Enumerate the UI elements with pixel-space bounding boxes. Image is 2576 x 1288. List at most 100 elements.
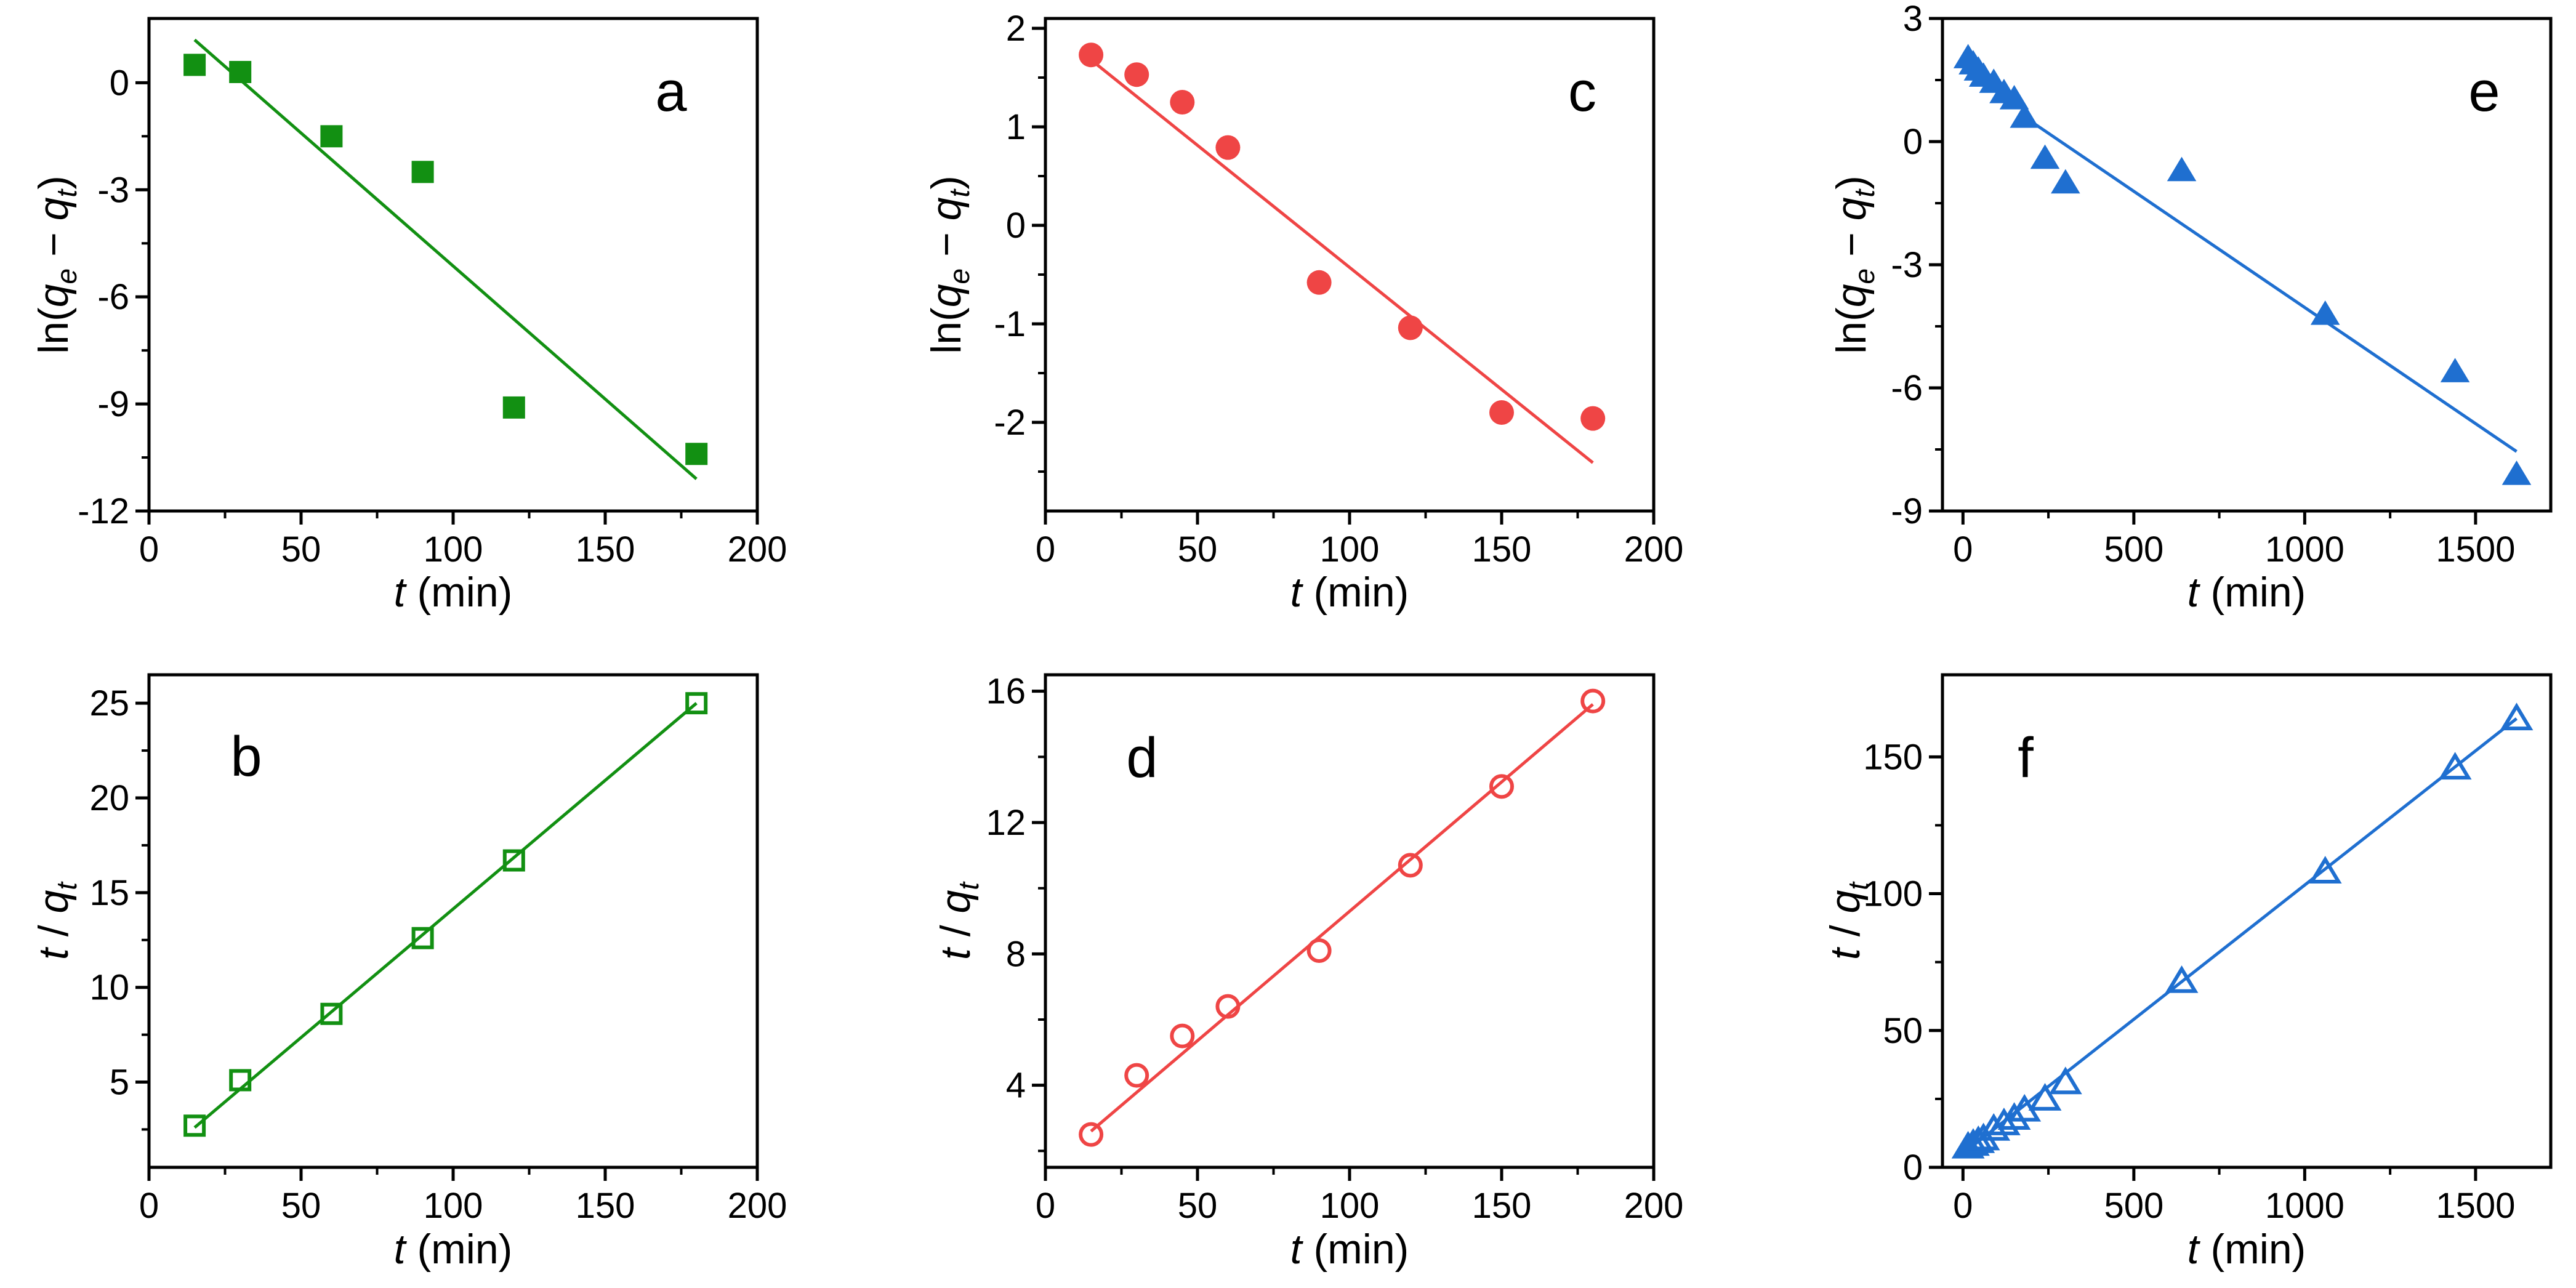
panel-a-xlabel: t (min) [394, 569, 513, 616]
panel-f-point [2165, 965, 2199, 993]
panel-c-point [1580, 406, 1606, 431]
panel-c-ytick-label: 0 [1006, 206, 1026, 246]
panel-b-fit-line [193, 702, 698, 1129]
panel-a-xtick-label: 50 [281, 529, 321, 570]
panel-e-ytick-label: 0 [1903, 122, 1923, 162]
panel-c: 0 50 100 150 200 -2 -1 0 1 2 c t (min) ln(qe − qt… [923, 9, 1683, 616]
panel-a-xtick-label: 200 [728, 529, 787, 570]
panel-d-xtick-label: 200 [1624, 1186, 1684, 1226]
panel-b-point [502, 849, 525, 872]
panel-c-letter: c [1568, 60, 1596, 123]
panel-d-ytick-label: 4 [1006, 1066, 1026, 1106]
panel-f-letter: f [2018, 727, 2034, 789]
panel-c-point [1306, 270, 1332, 295]
panel-a-xtick-label: 0 [139, 529, 159, 570]
panel-a-point [229, 60, 252, 83]
panel-c-xtick-label: 50 [1178, 529, 1218, 570]
panel-e-fit-line [2023, 115, 2518, 453]
panel-e-point [2167, 156, 2197, 182]
panel-d-ylabel: t / qt [932, 881, 984, 960]
panel-e-points [1953, 44, 2532, 485]
panel-c-ticklabels: 0 50 100 150 200 -2 -1 0 1 2 [994, 9, 1683, 570]
panel-a-ytick-label: -12 [78, 491, 129, 531]
panel-b-ticks [135, 701, 759, 1181]
panel-d-point [1215, 994, 1241, 1019]
panel-c-point [1124, 62, 1149, 87]
panel-f-point [2308, 856, 2342, 883]
panel-f-xtick-label: 1000 [2265, 1186, 2345, 1226]
panel-f: 0 500 1000 1500 0 50 100 150 f t (min) t / qt [1822, 673, 2553, 1273]
panel-e-ticks [1929, 17, 2477, 525]
panel-f-point [1957, 1128, 1990, 1156]
panel-d-point [1306, 938, 1332, 963]
panel-a-ytick-label: -6 [97, 277, 129, 317]
panel-f-ytick-label: 100 [1863, 874, 1923, 914]
panel-d-xtick-label: 0 [1036, 1186, 1055, 1226]
panel-e-xlabel: t (min) [2188, 569, 2306, 616]
panel-b-xtick-label: 100 [424, 1186, 483, 1226]
panel-a-point [183, 54, 206, 76]
panel-f-points [1951, 702, 2534, 1159]
panel-b-ytick-label: 10 [89, 968, 129, 1008]
panel-d-ytick-label: 12 [986, 803, 1026, 843]
panel-b: 0 50 100 150 200 5 10 15 20 25 b t (min) t / qt [30, 673, 787, 1273]
panel-b-xtick-label: 150 [576, 1186, 635, 1226]
panel-f-xtick-label: 0 [1953, 1186, 1973, 1226]
panel-d-point [1580, 688, 1606, 714]
panel-e-ytick-label: -3 [1891, 245, 1923, 285]
panel-b-point [229, 1069, 252, 1092]
panel-e-point [2502, 461, 2532, 485]
panel-b-points [183, 692, 708, 1137]
panel-c-fit-line [1090, 58, 1594, 464]
panel-b-ytick-label: 20 [89, 778, 129, 818]
panel-e-point [1999, 85, 2029, 110]
panel-e-ytick-label: -6 [1891, 368, 1923, 408]
panel-d-ticklabels: 0 50 100 150 200 4 8 12 16 [986, 672, 1683, 1226]
panel-d-point [1124, 1063, 1149, 1088]
panel-e-xtick-label: 500 [2104, 529, 2163, 570]
panel-e-point [2030, 144, 2060, 169]
panel-b-xlabel: t (min) [394, 1226, 513, 1273]
panel-c-ticks [1032, 26, 1656, 525]
panel-b-ticklabels: 0 50 100 150 200 5 10 15 20 25 [89, 683, 787, 1226]
panel-a-xtick-label: 150 [576, 529, 635, 570]
panel-b-ylabel: t / qt [30, 881, 83, 960]
panel-c-point [1215, 135, 1241, 160]
panel-e-point [2051, 169, 2080, 194]
panel-e-frame [1941, 17, 2553, 513]
panel-d-point [1079, 1122, 1104, 1147]
panel-d-letter: d [1126, 727, 1157, 789]
panel-b-point [685, 692, 708, 715]
panel-e: 0 500 1000 1500 -9 -6 -3 0 3 e t (min) ln(qe − q… [1828, 0, 2553, 616]
panel-b-xtick-label: 0 [139, 1186, 159, 1226]
panel-e-letter: e [2468, 60, 2500, 123]
panel-d-frame [1044, 673, 1656, 1169]
panel-f-ylabel: t / qt [1822, 881, 1874, 960]
panel-c-xtick-label: 150 [1472, 529, 1532, 570]
panel-f-ytick-label: 0 [1903, 1148, 1923, 1188]
panel-b-ytick-label: 5 [110, 1063, 129, 1103]
panel-a-ylabel: ln(qe − qt) [30, 175, 83, 354]
panel-c-xtick-label: 200 [1624, 529, 1684, 570]
panel-f-xtick-label: 1500 [2436, 1186, 2515, 1226]
panel-d-ytick-label: 16 [986, 672, 1026, 712]
panel-a-point [411, 161, 434, 183]
panel-c-point [1079, 42, 1104, 68]
panel-a-point [320, 125, 343, 148]
panel-d-ytick-label: 8 [1006, 934, 1026, 974]
panel-d-point [1489, 774, 1514, 799]
panel-c-xtick-label: 100 [1320, 529, 1380, 570]
panel-f-xtick-label: 500 [2104, 1186, 2163, 1226]
panel-b-ytick-label: 25 [89, 683, 129, 723]
panel-f-point [2028, 1083, 2062, 1111]
panel-b-xtick-label: 50 [281, 1186, 321, 1226]
panel-e-point [2440, 358, 2470, 382]
panel-e-xtick-label: 0 [1953, 529, 1973, 570]
panel-b-ytick-label: 15 [89, 873, 129, 913]
panel-f-point [2500, 702, 2534, 731]
panel-f-frame [1941, 673, 2553, 1169]
panel-d-points [1079, 688, 1606, 1147]
panel-a-fit-line [193, 38, 698, 480]
panel-a-ticks [135, 81, 759, 525]
